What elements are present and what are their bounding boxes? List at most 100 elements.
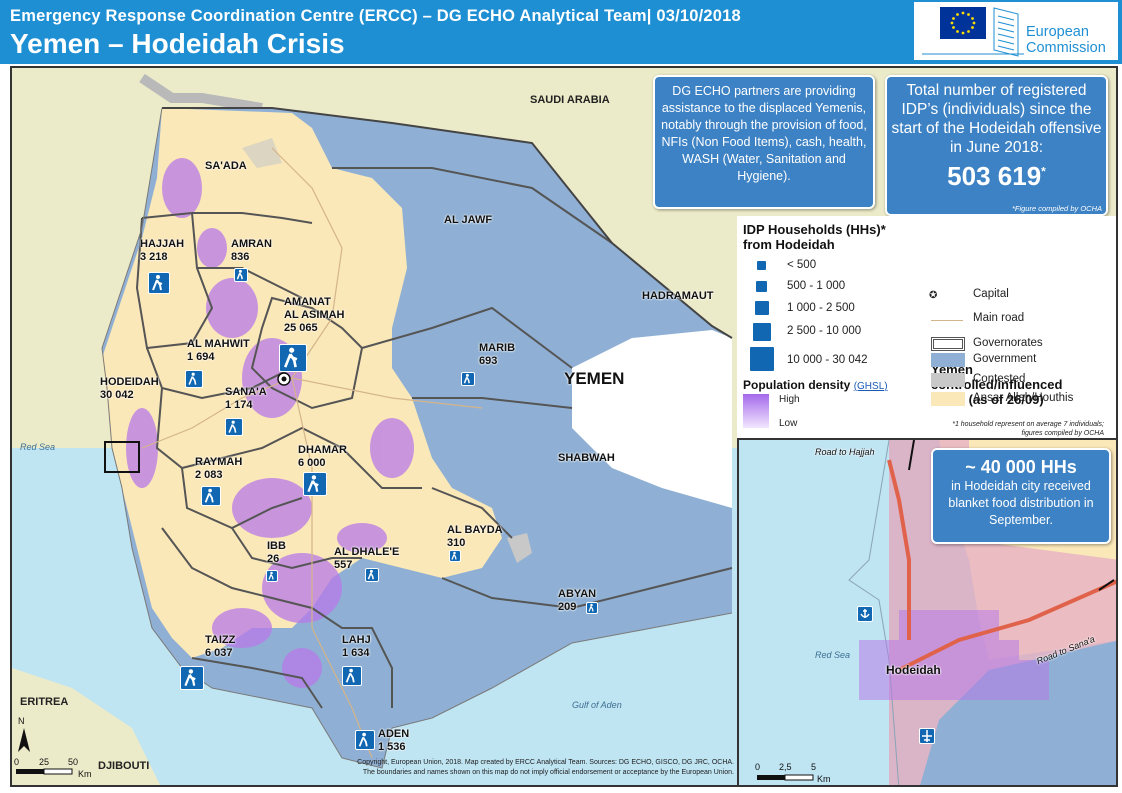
idp-icon-ibb xyxy=(266,570,278,582)
legend-governorates: Governorates xyxy=(973,337,1043,349)
inset-city-hodeidah: Hodeidah xyxy=(886,663,941,677)
taizz-name: TAIZZ xyxy=(205,634,236,646)
legend-government-swatch xyxy=(931,353,965,367)
label-lahj: LAHJ 1 634 xyxy=(342,634,371,660)
legend-pop-title: Population density (GHSL) xyxy=(743,378,888,394)
hh-distribution-big: ~ 40 000 HHs xyxy=(965,457,1077,477)
inset-road-hajjah: Road to Hajjah xyxy=(815,447,875,457)
legend-footnote-1: *1 household represent on average 7 indi… xyxy=(952,421,1104,428)
amran-value: 836 xyxy=(231,251,250,263)
hajjah-value: 3 218 xyxy=(140,251,168,263)
idp-icon-abyan xyxy=(586,602,598,614)
legend-idp-title: IDP Households (HHs)* from Hodeidah xyxy=(743,222,886,252)
label-gulf-of-aden: Gulf of Aden xyxy=(572,700,622,710)
label-al-dhalee: AL DHALE'E 557 xyxy=(334,546,399,572)
inset-scale-5: 5 xyxy=(811,762,817,772)
dhalee-value: 557 xyxy=(334,559,353,571)
aden-name: ADEN xyxy=(378,728,410,740)
label-saudi-arabia: SAUDI ARABIA xyxy=(530,94,610,106)
taizz-value: 6 037 xyxy=(205,647,233,659)
total-idp-star: * xyxy=(1041,164,1046,179)
ec-logo-text-1: European xyxy=(1026,24,1089,40)
label-saada: SA'ADA xyxy=(205,160,247,172)
legend-pop-gradient xyxy=(743,394,769,428)
ec-building-icon xyxy=(922,7,1024,57)
label-aden: ADEN 1 536 xyxy=(378,728,409,754)
idp-icon-taizz xyxy=(180,666,204,690)
inset-label-red-sea: Red Sea xyxy=(815,650,851,660)
legend-pop-title-text: Population density xyxy=(743,378,851,392)
border-band xyxy=(139,73,263,113)
label-amran: AMRAN 836 xyxy=(231,238,272,264)
label-amanat-al-asimah: AMANAT AL ASIMAH 25 065 xyxy=(284,296,345,335)
lahj-value: 1 634 xyxy=(342,647,370,659)
amanat-name-2: AL ASIMAH xyxy=(284,309,345,321)
main-map: SAUDI ARABIA ERITREA DJIBOUTI YEMEN Red … xyxy=(10,66,1118,787)
contested-area-2 xyxy=(242,138,282,168)
idp-icon-raymah xyxy=(201,486,221,506)
header-bar: Emergency Response Coordination Centre (… xyxy=(0,0,1122,64)
map-legend: IDP Households (HHs)* from Hodeidah < 50… xyxy=(737,216,1116,438)
legend-footnote-2: figures compiled by OCHA xyxy=(1021,430,1104,437)
amran-name: AMRAN xyxy=(231,238,272,250)
idp-icon-dhalee xyxy=(365,568,379,582)
idp-icon-albayda xyxy=(449,550,461,562)
label-hajjah: HAJJAH 3 218 xyxy=(140,238,184,264)
label-dhamar: DHAMAR 6 000 xyxy=(298,444,347,470)
north-arrow-icon xyxy=(18,728,30,752)
label-ibb: IBB 26 xyxy=(267,540,286,566)
label-taizz: TAIZZ 6 037 xyxy=(205,634,235,660)
label-sanaa: SANA'A 1 174 xyxy=(225,386,267,412)
legend-capital: Capital xyxy=(973,288,1009,300)
legend-idp-icon-2 xyxy=(755,280,768,293)
label-yemen: YEMEN xyxy=(564,369,625,388)
raymah-name: RAYMAH xyxy=(195,456,243,468)
scale-tick-50: 50 xyxy=(68,757,79,767)
contested-area xyxy=(507,533,532,563)
hh-distribution-box: ~ 40 000 HHs in Hodeidah city received b… xyxy=(931,448,1111,544)
ghsl-link[interactable]: (GHSL) xyxy=(853,381,888,392)
legend-pop-low: Low xyxy=(779,418,798,429)
label-djibouti: DJIBOUTI xyxy=(98,760,150,772)
label-al-mahwit: AL MAHWIT 1 694 xyxy=(187,338,250,364)
lahj-name: LAHJ xyxy=(342,634,371,646)
hodeidah-value: 30 042 xyxy=(100,389,134,401)
total-idp-text: Total number of registered IDP’s (indivi… xyxy=(891,82,1102,156)
legend-class-3: 1 000 - 2 500 xyxy=(787,302,855,314)
inset-scale-unit: Km xyxy=(817,774,831,784)
idp-icon-mahwit xyxy=(185,370,203,388)
label-al-bayda: AL BAYDA 310 xyxy=(447,524,503,550)
legend-ansar: Ansar Allah/Houthis xyxy=(973,392,1074,404)
legend-main-road: Main road xyxy=(973,312,1025,324)
scale-bar xyxy=(16,768,73,775)
label-hadramaut: HADRAMAUT xyxy=(642,290,714,302)
ibb-name: IBB xyxy=(267,540,286,552)
label-al-jawf: AL JAWF xyxy=(444,214,493,226)
legend-class-1: < 500 xyxy=(787,259,817,271)
raymah-value: 2 083 xyxy=(195,469,223,481)
legend-idp-title-1: IDP Households (HHs)* xyxy=(743,222,886,237)
hajjah-name: HAJJAH xyxy=(140,238,185,250)
marib-value: 693 xyxy=(479,355,498,367)
assistance-info-box: DG ECHO partners are providing assistanc… xyxy=(653,75,875,209)
legend-class-2: 500 - 1 000 xyxy=(787,280,846,292)
legend-contested-swatch xyxy=(931,373,965,387)
eritrea-land xyxy=(12,668,161,785)
legend-footnote: *1 household represent on average 7 indi… xyxy=(952,420,1104,438)
legend-pop-high: High xyxy=(779,394,800,405)
abyan-value: 209 xyxy=(558,601,577,613)
legend-idp-icon-5 xyxy=(749,346,775,372)
ec-logo-text: European Commission xyxy=(1026,24,1118,56)
hodeidah-inset-map: Red Sea Road to Hajjah Road to Sana'a Ho… xyxy=(737,438,1116,785)
legend-contested: Contested xyxy=(973,373,1026,385)
dhalee-name: AL DHALE'E xyxy=(334,546,400,558)
total-idp-note: *Figure compiled by OCHA xyxy=(1011,204,1102,213)
legend-class-4: 2 500 - 10 000 xyxy=(787,325,862,337)
hodeidah-name: HODEIDAH xyxy=(100,376,159,388)
inset-scale-0: 0 xyxy=(755,762,761,772)
label-marib: MARIB 693 xyxy=(479,342,515,368)
label-shabwah: SHABWAH xyxy=(558,452,615,464)
scale-tick-25: 25 xyxy=(39,757,50,767)
label-abyan: ABYAN 209 xyxy=(558,588,596,614)
copyright-note: Copyright, European Union, 2018. Map cre… xyxy=(270,758,734,778)
